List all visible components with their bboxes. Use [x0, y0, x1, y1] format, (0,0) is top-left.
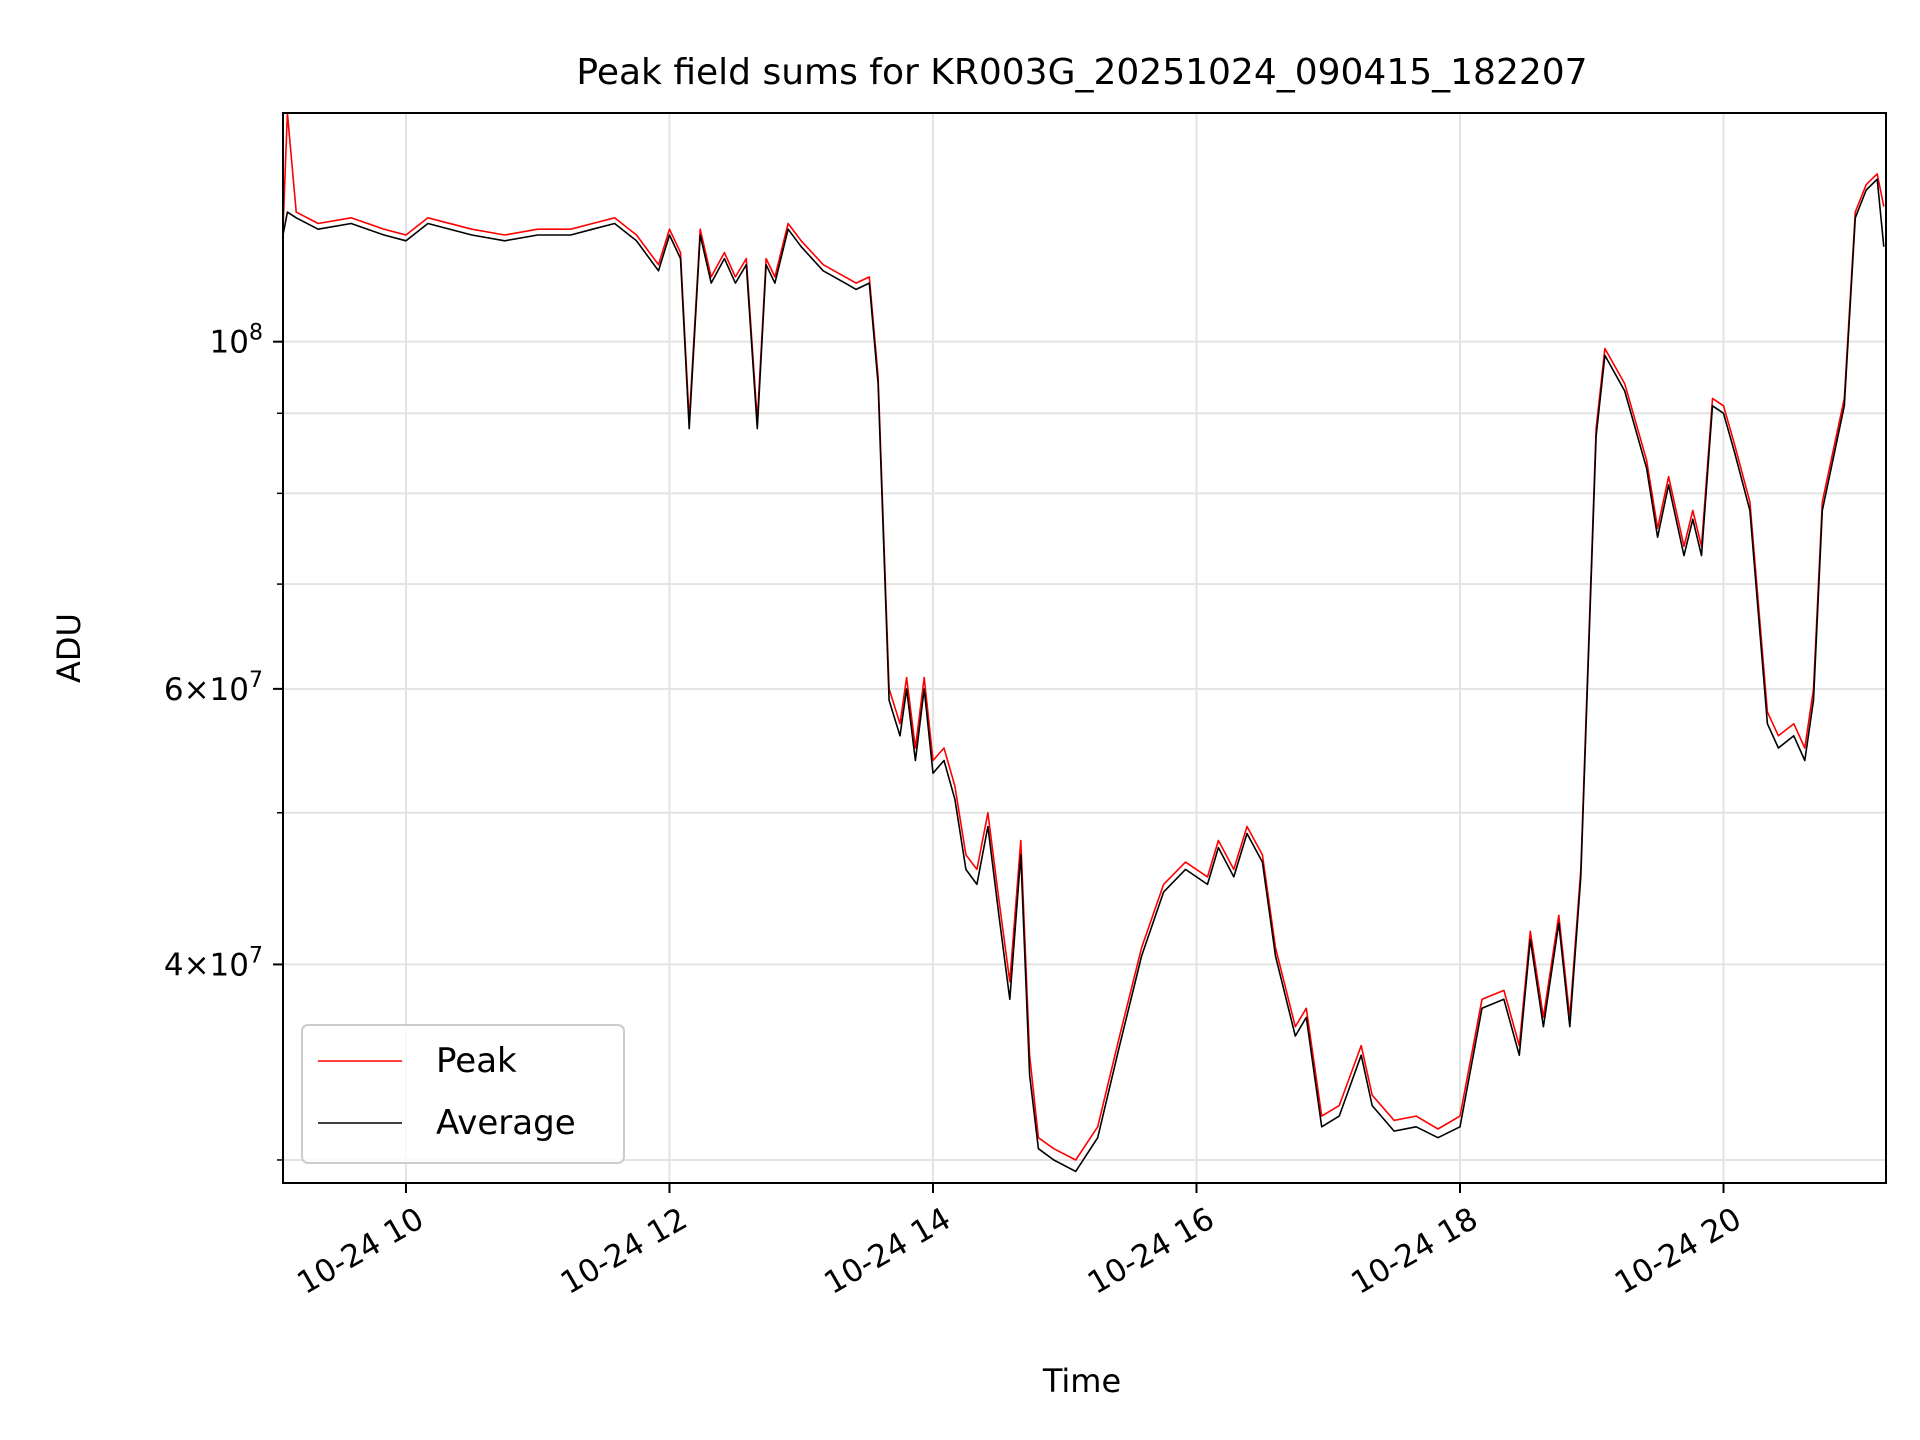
y-axis-label: ADU: [50, 613, 88, 683]
y-axis: 4×107 6×107 108: [164, 321, 283, 1161]
plot-frame: [282, 112, 1887, 1184]
y-tick-label: 4×107: [164, 943, 263, 983]
x-grid: [404, 113, 1725, 1183]
legend-label-peak: Peak: [436, 1041, 517, 1081]
plot-lines: [282, 112, 1885, 1173]
y-tick-label: 108: [210, 321, 263, 361]
legend-box: [301, 1024, 625, 1164]
x-axis-label: Time: [1042, 1362, 1121, 1400]
series-line-average: [282, 178, 1885, 1173]
chart-title: Peak field sums for KR003G_20251024_0904…: [576, 52, 1587, 93]
legend-label-average: Average: [436, 1103, 576, 1143]
legend: Peak Average: [301, 1024, 625, 1164]
y-tick-label: 6×107: [164, 668, 263, 708]
y-grid: [283, 340, 1886, 1161]
